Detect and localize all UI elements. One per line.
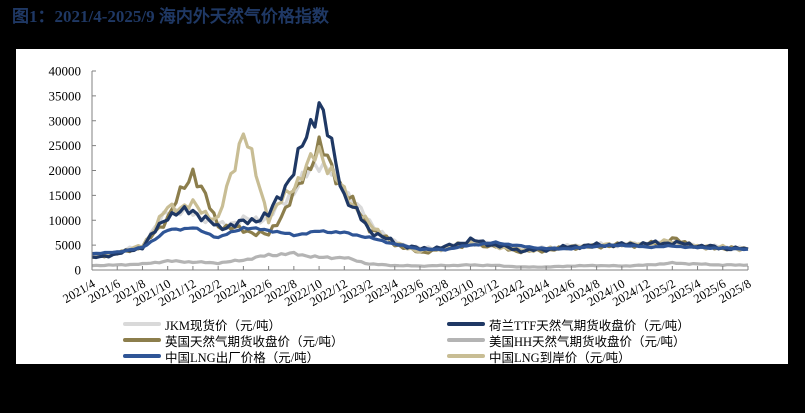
y-tick-label: 5000: [55, 238, 81, 253]
series-line: [91, 225, 749, 256]
y-tick-label: 25000: [49, 138, 82, 153]
y-tick-label: 10000: [49, 213, 82, 228]
y-tick-label: 40000: [49, 64, 82, 79]
series-line: [91, 250, 749, 269]
series-line: [91, 132, 749, 259]
line-chart: 0 5000 10000 15000 20000 25000 30000 35000 40000…: [49, 64, 754, 310]
y-tick-label: 0: [75, 263, 82, 278]
figure-title: 图1：2021/4-2025/9 海内外天然气价格指数: [12, 7, 329, 26]
y-tick-label: 15000: [49, 188, 82, 203]
y-tick-label: 30000: [49, 113, 82, 128]
series-layer: [91, 101, 749, 269]
y-tick-label: 35000: [49, 88, 82, 103]
chart-panel: 0 5000 10000 15000 20000 25000 30000 35000 40000…: [16, 49, 788, 365]
series-line: [91, 135, 749, 259]
y-tick-label: 20000: [49, 163, 82, 178]
axes: 0 5000 10000 15000 20000 25000 30000 35000 40000…: [49, 64, 754, 310]
